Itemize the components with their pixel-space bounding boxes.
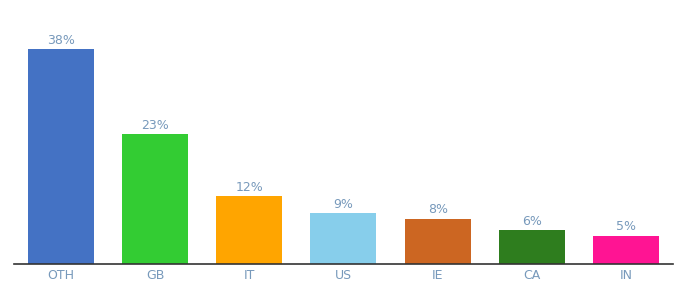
Text: 5%: 5%	[616, 220, 636, 233]
Bar	[122, 134, 188, 264]
Bar	[216, 196, 282, 264]
Bar	[405, 219, 471, 264]
Bar	[593, 236, 659, 264]
Bar	[499, 230, 565, 264]
Text: 6%: 6%	[522, 215, 542, 228]
Text: 8%: 8%	[428, 203, 447, 217]
Bar	[28, 49, 94, 264]
Text: 23%: 23%	[141, 118, 169, 132]
Text: 12%: 12%	[235, 181, 263, 194]
Bar	[310, 213, 376, 264]
Text: 38%: 38%	[47, 34, 75, 47]
Text: 9%: 9%	[333, 198, 354, 211]
